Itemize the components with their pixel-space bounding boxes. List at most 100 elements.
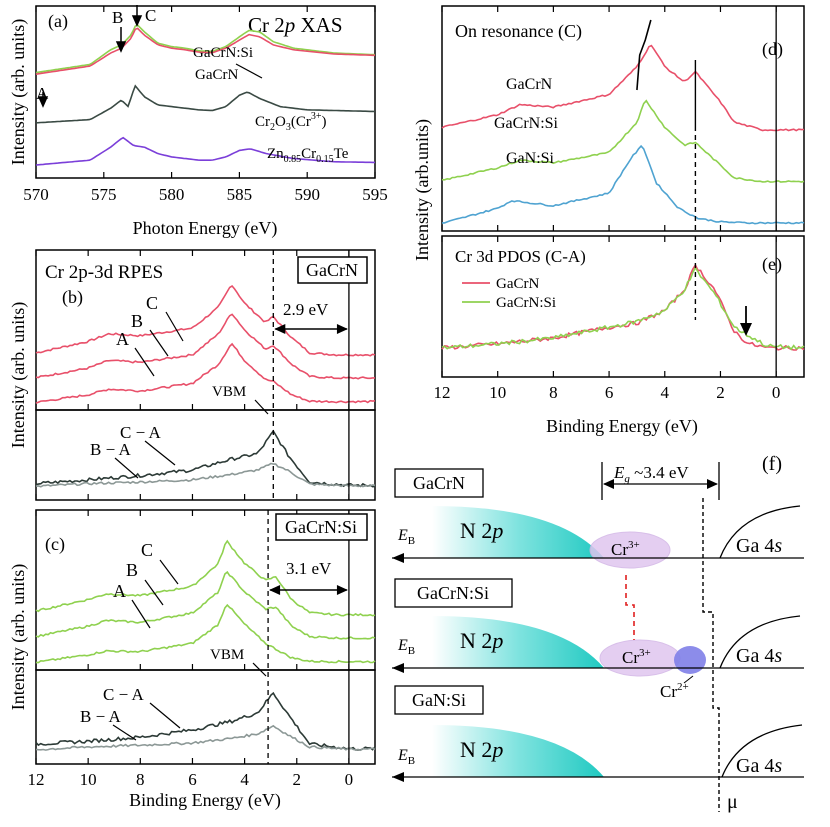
leader-gacrn-a — [235, 63, 263, 79]
panel-d-title: On resonance (C) — [455, 21, 582, 42]
panel-a-plot: 570 575 580 585 590 595 — [23, 6, 388, 204]
panel-c-vbm: VBM — [210, 647, 244, 663]
row3-n2p: N 2p — [460, 737, 503, 762]
panel-a-ylabel: Intensity (arb. units) — [8, 19, 29, 165]
arrow-c-head — [131, 15, 143, 27]
pes-d-gan-si-line — [442, 144, 805, 225]
panel-a: (a) Cr 2p XAS 570 575 580 585 590 595 A B C G… — [8, 5, 388, 239]
row3-n2p-band — [432, 725, 604, 777]
panel-b-title: Cr 2p-3d RPES — [45, 262, 163, 283]
row1-n2p: N 2p — [460, 518, 503, 543]
b-leader-5 — [114, 457, 139, 479]
legend-gacrn: GaCrN — [496, 276, 539, 292]
panel-c-tick-label: 6 — [188, 770, 197, 789]
pes-d-gacrn-si-line — [441, 99, 805, 183]
panel-d-plot — [441, 6, 805, 231]
row2-n2p: N 2p — [460, 628, 503, 653]
panel-a-tick-label: 595 — [362, 185, 388, 204]
label-gacrnsi-a: GaCrN:Si — [193, 45, 253, 61]
panel-c-tick-label: 4 — [240, 770, 249, 789]
panel-c-diff1: C − A — [103, 685, 144, 704]
panel-b-diff2: B − A — [90, 440, 131, 459]
panel-b-diff1: C − A — [120, 423, 161, 442]
b-gap-arrow-right — [336, 324, 348, 334]
panel-b-curve-b: B — [131, 311, 143, 331]
label-znte: Zn0.85Cr0.15Te — [267, 146, 349, 165]
rpes-c-b-minus-a-line — [35, 724, 376, 752]
row3-ga4s: Ga 4s — [736, 755, 782, 777]
row1-n2p-band — [432, 506, 604, 558]
panel-c-diff2: B − A — [80, 707, 121, 726]
panel-c-sample-box — [275, 513, 368, 541]
rpes-b-b-line — [35, 313, 375, 380]
panel-c-label: (c) — [45, 534, 65, 555]
panel-e-title: Cr 3d PDOS (C-A) — [455, 247, 586, 266]
row3-sample: GaN:Si — [412, 690, 466, 710]
panel-e-tick-label: 2 — [716, 383, 725, 402]
legend-gacrnsi: GaCrN:Si — [496, 295, 556, 311]
panel-e-tick-label: 6 — [605, 383, 614, 402]
marker-b: B — [112, 8, 123, 27]
row1-ga4s: Ga 4s — [736, 535, 782, 557]
panel-d-curve-gacrn: GaCrN — [506, 76, 553, 93]
b-leader-4 — [144, 440, 176, 466]
xas-znte-line — [35, 136, 375, 166]
panel-f: (f) Eg ~3.4 eV GaCrN N 2p Cr3+ Ga 4s EB … — [392, 453, 804, 813]
panel-c-curve-a: A — [113, 581, 126, 601]
rpes-c-b-line — [35, 570, 376, 640]
panel-b-plot — [35, 250, 376, 500]
marker-c: C — [145, 6, 156, 25]
panel-b-sample-box — [297, 256, 368, 284]
panel-c: 12 10 8 6 4 2 0 (c) GaCrN:Si 3.1 eV C B A VBM … — [8, 509, 376, 811]
eg-arrow-right — [707, 479, 718, 489]
panel-c-tick-label: 2 — [293, 770, 302, 789]
row1-sample-box — [394, 468, 484, 498]
b-leader-3 — [254, 399, 269, 415]
arrow-b-head — [115, 41, 127, 53]
c-leader-1 — [144, 579, 164, 606]
panel-c-xlabel: Binding Energy (eV) — [129, 790, 281, 811]
row3-axis-arrow — [392, 772, 404, 782]
label-cr2o3: Cr2O3(Cr3+) — [255, 111, 326, 133]
b-leader-1 — [149, 329, 169, 357]
panel-c-gap: 3.1 eV — [286, 559, 332, 578]
panel-c-ylabel: Intensity (arb. units) — [8, 564, 29, 710]
c-leader-5 — [112, 724, 137, 741]
row1-axis-arrow — [392, 553, 404, 563]
row2-red-dashed — [625, 575, 635, 640]
panel-c-tick-label: 12 — [28, 770, 45, 789]
pes-d-gacrn-line — [441, 44, 805, 132]
panel-e-tick-label: 10 — [489, 383, 506, 402]
row2-sample-box — [394, 578, 513, 608]
panel-c-curve-b: B — [126, 560, 138, 580]
row1-cr3: Cr3+ — [611, 539, 640, 559]
row1-sample: GaCrN — [413, 473, 465, 493]
row2-axis-arrow — [392, 663, 404, 673]
row2-ga4s-edge — [719, 615, 801, 669]
panel-c-sample: GaCrN:Si — [285, 517, 357, 537]
panel-b-label: (b) — [62, 287, 83, 308]
b-gap-arrow-left — [274, 324, 286, 334]
panel-e-frame — [441, 235, 805, 378]
panel-e-tick-label: 4 — [661, 383, 670, 402]
row2-eb: EB — [397, 637, 415, 657]
rpes-c-a-line — [35, 603, 376, 664]
row2-cr3: Cr3+ — [622, 647, 651, 667]
rpes-b-a-line — [35, 342, 376, 404]
eg-label: Eg ~3.4 eV — [613, 463, 689, 485]
panel-d-curve-gacrnsi: GaCrN:Si — [494, 115, 559, 132]
xas-cr2o3-line — [35, 84, 376, 124]
panel-a-xlabel: Photon Energy (eV) — [133, 218, 278, 239]
row2-cr2-leader — [683, 675, 694, 684]
panel-a-tick-label: 590 — [294, 185, 320, 204]
panel-d-frame — [441, 5, 805, 232]
panel-c-tick-label: 8 — [136, 770, 145, 789]
panel-b-curve-c: C — [146, 293, 158, 313]
panel-b-ylabel: Intensity (arb. units) — [8, 302, 29, 448]
panel-d: On resonance (C) (d) GaCrN GaCrN:Si GaN:… — [441, 5, 805, 232]
panel-a-frame — [35, 5, 376, 179]
panel-e: 12 10 8 6 4 2 0 Cr 3d PDOS (C-A) (e) GaCrN GaC… — [412, 119, 805, 437]
c-leader-4 — [149, 702, 181, 729]
panel-b-vbm: VBM — [212, 384, 246, 400]
